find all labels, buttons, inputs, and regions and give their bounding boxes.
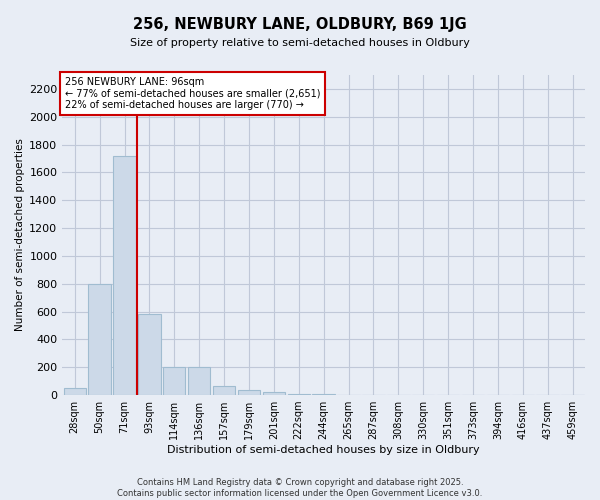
Bar — [238, 390, 260, 395]
Bar — [64, 388, 86, 395]
X-axis label: Distribution of semi-detached houses by size in Oldbury: Distribution of semi-detached houses by … — [167, 445, 480, 455]
Bar — [213, 386, 235, 395]
Bar — [113, 156, 136, 395]
Bar — [188, 367, 211, 395]
Text: Size of property relative to semi-detached houses in Oldbury: Size of property relative to semi-detach… — [130, 38, 470, 48]
Bar — [163, 366, 185, 395]
Text: Contains HM Land Registry data © Crown copyright and database right 2025.
Contai: Contains HM Land Registry data © Crown c… — [118, 478, 482, 498]
Bar — [263, 392, 285, 395]
Bar — [88, 284, 111, 395]
Y-axis label: Number of semi-detached properties: Number of semi-detached properties — [15, 138, 25, 332]
Text: 256 NEWBURY LANE: 96sqm
← 77% of semi-detached houses are smaller (2,651)
22% of: 256 NEWBURY LANE: 96sqm ← 77% of semi-de… — [65, 76, 320, 110]
Text: 256, NEWBURY LANE, OLDBURY, B69 1JG: 256, NEWBURY LANE, OLDBURY, B69 1JG — [133, 18, 467, 32]
Bar — [313, 394, 335, 395]
Bar — [138, 314, 161, 395]
Bar — [287, 394, 310, 395]
